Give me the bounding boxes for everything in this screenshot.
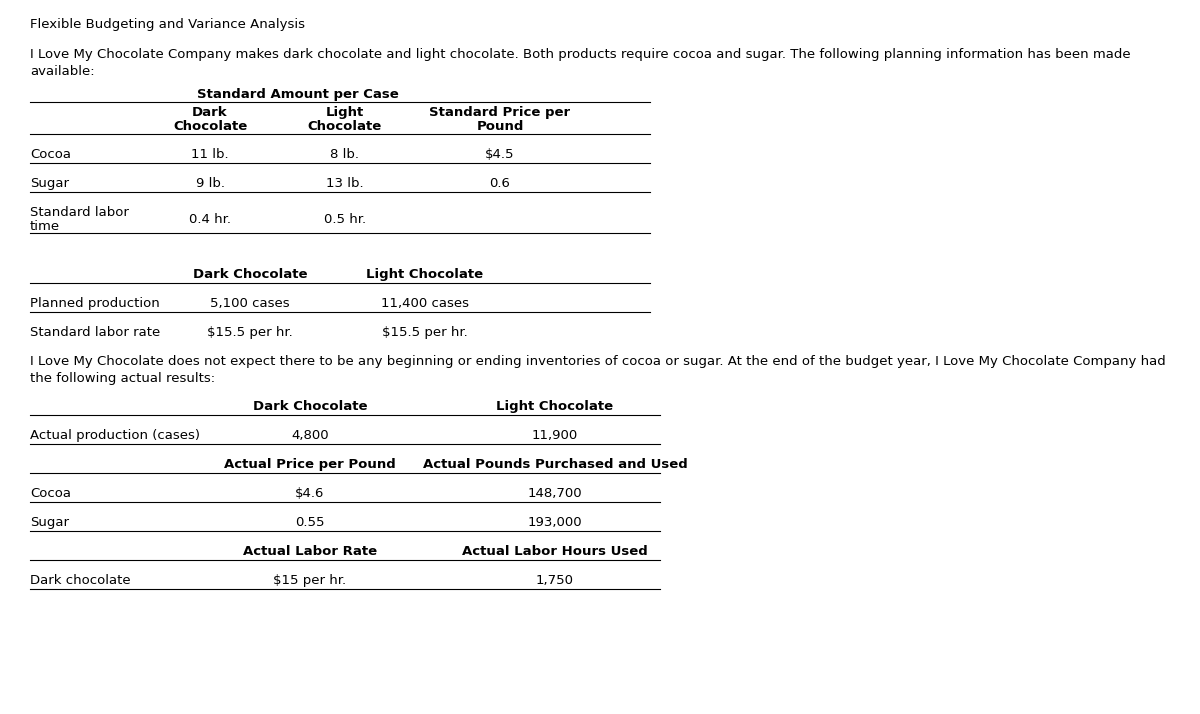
Text: Light Chocolate: Light Chocolate — [366, 268, 484, 281]
Text: Actual Labor Rate: Actual Labor Rate — [242, 545, 377, 558]
Text: Standard labor: Standard labor — [30, 206, 128, 219]
Text: Standard Amount per Case: Standard Amount per Case — [197, 88, 398, 101]
Text: time: time — [30, 220, 60, 233]
Text: 11,900: 11,900 — [532, 429, 578, 442]
Text: $4.5: $4.5 — [485, 148, 515, 161]
Text: Flexible Budgeting and Variance Analysis: Flexible Budgeting and Variance Analysis — [30, 18, 305, 31]
Text: 11 lb.: 11 lb. — [191, 148, 229, 161]
Text: $15 per hr.: $15 per hr. — [274, 574, 347, 587]
Text: Dark Chocolate: Dark Chocolate — [253, 400, 367, 413]
Text: Actual production (cases): Actual production (cases) — [30, 429, 200, 442]
Text: Light: Light — [326, 106, 364, 119]
Text: 1,750: 1,750 — [536, 574, 574, 587]
Text: 0.4 hr.: 0.4 hr. — [190, 213, 230, 226]
Text: $15.5 per hr.: $15.5 per hr. — [208, 326, 293, 339]
Text: 13 lb.: 13 lb. — [326, 177, 364, 190]
Text: Chocolate: Chocolate — [173, 120, 247, 133]
Text: Pound: Pound — [476, 120, 523, 133]
Text: Dark Chocolate: Dark Chocolate — [193, 268, 307, 281]
Text: Chocolate: Chocolate — [308, 120, 382, 133]
Text: Dark chocolate: Dark chocolate — [30, 574, 131, 587]
Text: Actual Pounds Purchased and Used: Actual Pounds Purchased and Used — [422, 458, 688, 471]
Text: Actual Labor Hours Used: Actual Labor Hours Used — [462, 545, 648, 558]
Text: Standard Price per: Standard Price per — [430, 106, 570, 119]
Text: Cocoa: Cocoa — [30, 487, 71, 500]
Text: 4,800: 4,800 — [292, 429, 329, 442]
Text: 5,100 cases: 5,100 cases — [210, 297, 290, 310]
Text: 8 lb.: 8 lb. — [330, 148, 360, 161]
Text: Sugar: Sugar — [30, 177, 70, 190]
Text: Planned production: Planned production — [30, 297, 160, 310]
Text: 0.6: 0.6 — [490, 177, 510, 190]
Text: 9 lb.: 9 lb. — [196, 177, 224, 190]
Text: 193,000: 193,000 — [528, 516, 582, 529]
Text: $4.6: $4.6 — [295, 487, 325, 500]
Text: 11,400 cases: 11,400 cases — [382, 297, 469, 310]
Text: Cocoa: Cocoa — [30, 148, 71, 161]
Text: 148,700: 148,700 — [528, 487, 582, 500]
Text: Dark: Dark — [192, 106, 228, 119]
Text: 0.5 hr.: 0.5 hr. — [324, 213, 366, 226]
Text: Standard labor rate: Standard labor rate — [30, 326, 161, 339]
Text: 0.55: 0.55 — [295, 516, 325, 529]
Text: I Love My Chocolate does not expect there to be any beginning or ending inventor: I Love My Chocolate does not expect ther… — [30, 355, 1165, 368]
Text: the following actual results:: the following actual results: — [30, 372, 215, 385]
Text: Actual Price per Pound: Actual Price per Pound — [224, 458, 396, 471]
Text: I Love My Chocolate Company makes dark chocolate and light chocolate. Both produ: I Love My Chocolate Company makes dark c… — [30, 48, 1130, 61]
Text: Sugar: Sugar — [30, 516, 70, 529]
Text: $15.5 per hr.: $15.5 per hr. — [382, 326, 468, 339]
Text: available:: available: — [30, 65, 95, 78]
Text: Light Chocolate: Light Chocolate — [497, 400, 613, 413]
